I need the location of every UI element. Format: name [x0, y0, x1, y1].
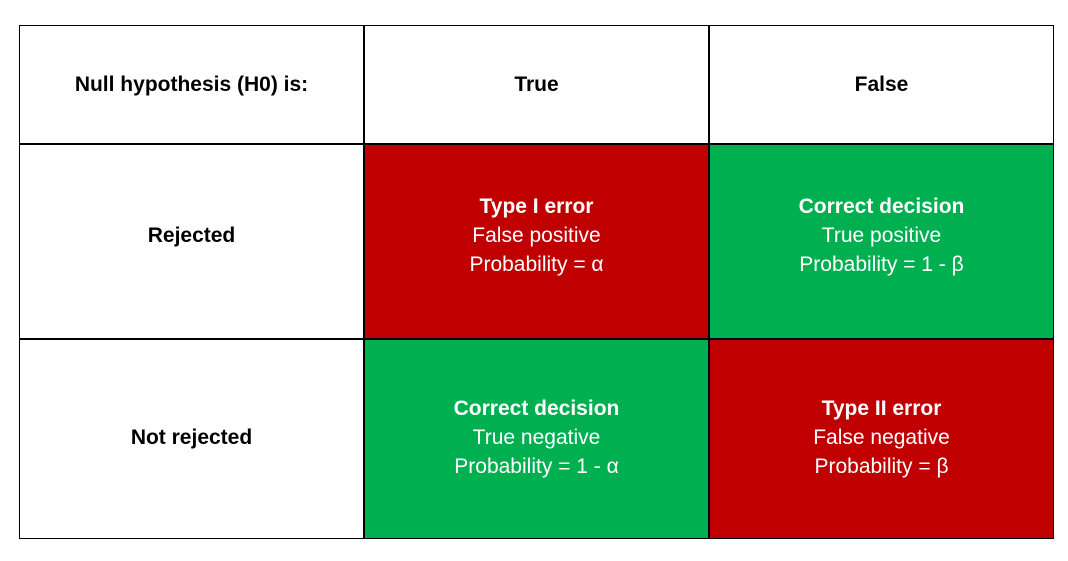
cell-true-negative: Correct decision True negative Probabili…: [364, 339, 709, 539]
cell-type-ii-error: Type II error False negative Probability…: [709, 339, 1054, 539]
cell-title: Correct decision: [453, 396, 620, 420]
cell-type-ii-error-content: Type II error False negative Probability…: [813, 394, 950, 481]
cell-line-2: Probability = β: [814, 454, 949, 478]
cell-line-1: True positive: [821, 224, 942, 247]
column-header-true-label: True: [514, 73, 559, 96]
column-header-false-label: False: [854, 73, 909, 96]
cell-line-1: False positive: [472, 224, 601, 247]
hypothesis-decision-table: Null hypothesis (H0) is: True False Reje…: [19, 25, 1054, 539]
cell-line-2: Probability = α: [469, 253, 604, 276]
cell-line-1: True negative: [472, 425, 601, 449]
row-header-rejected-label: Rejected: [147, 224, 236, 247]
row-header-rejected: Rejected: [19, 144, 364, 339]
cell-true-negative-content: Correct decision True negative Probabili…: [454, 394, 620, 481]
cell-type-i-error-content: Type I error False positive Probability …: [469, 192, 603, 279]
cell-type-i-error: Type I error False positive Probability …: [364, 144, 709, 339]
cell-title: Correct decision: [798, 195, 965, 218]
cell-line-1: False negative: [813, 425, 950, 449]
corner-header-cell: Null hypothesis (H0) is:: [19, 25, 364, 144]
row-header-not-rejected: Not rejected: [19, 339, 364, 539]
cell-title: Type II error: [821, 396, 942, 420]
cell-title: Type I error: [479, 195, 594, 218]
column-header-false: False: [709, 25, 1054, 144]
cell-line-2: Probability = 1 - α: [454, 454, 619, 478]
corner-header-label: Null hypothesis (H0) is:: [74, 73, 309, 96]
cell-true-positive: Correct decision True positive Probabili…: [709, 144, 1054, 339]
cell-line-2: Probability = 1 - β: [799, 253, 964, 276]
cell-true-positive-content: Correct decision True positive Probabili…: [799, 192, 965, 279]
row-header-not-rejected-label: Not rejected: [130, 425, 253, 449]
column-header-true: True: [364, 25, 709, 144]
